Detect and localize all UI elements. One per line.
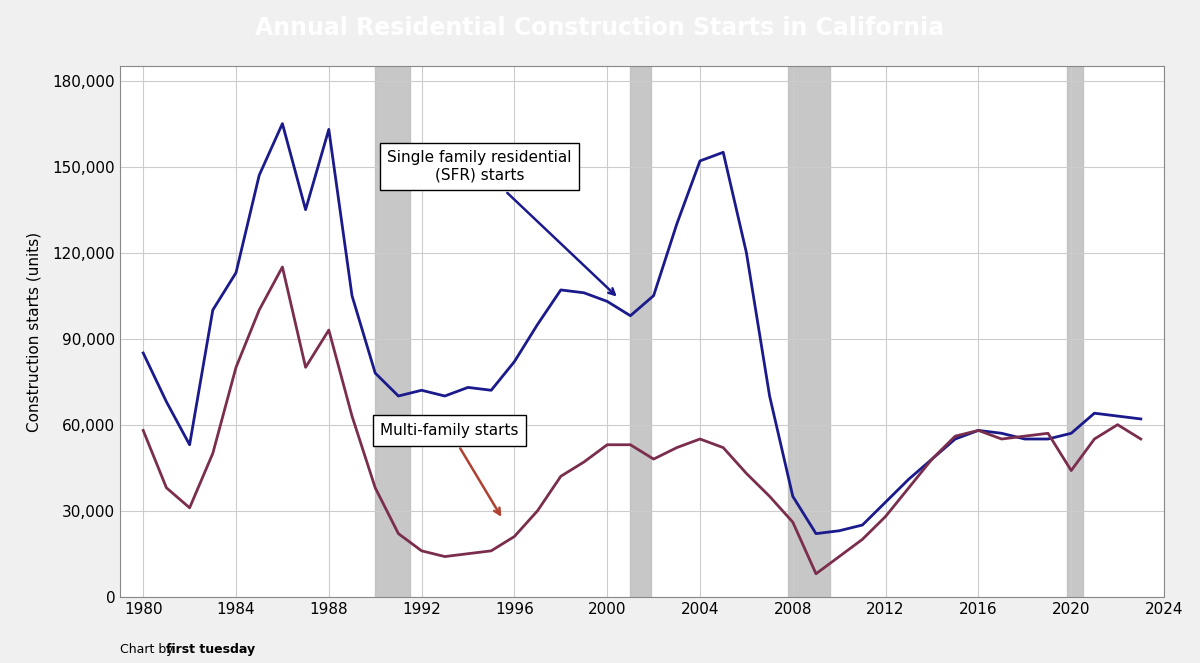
Y-axis label: Construction starts (units): Construction starts (units) <box>26 231 42 432</box>
Text: first tuesday: first tuesday <box>166 643 254 656</box>
Bar <box>788 66 830 597</box>
Text: Annual Residential Construction Starts in California: Annual Residential Construction Starts i… <box>256 16 944 40</box>
Text: Single family residential
(SFR) starts: Single family residential (SFR) starts <box>388 151 614 294</box>
Bar <box>376 66 410 597</box>
Text: Multi-family starts: Multi-family starts <box>380 423 518 514</box>
Text: Chart by: Chart by <box>120 643 178 656</box>
Bar <box>630 66 652 597</box>
Bar <box>1067 66 1082 597</box>
